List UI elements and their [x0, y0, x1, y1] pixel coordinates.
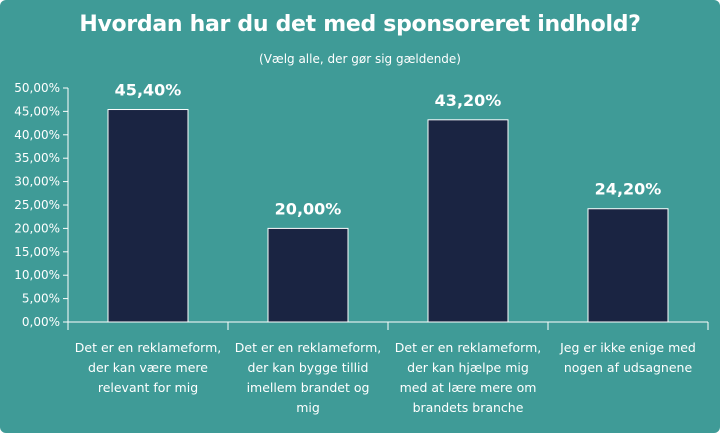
- bar: [427, 119, 509, 323]
- data-label: 43,20%: [435, 91, 502, 110]
- bar: [107, 109, 189, 323]
- x-category-label: Jeg er ikke enige med nogen af udsagnene: [560, 340, 696, 375]
- chart-subtitle: (Vælg alle, der gør sig gældende): [259, 52, 461, 66]
- bar: [587, 208, 669, 323]
- data-label: 20,00%: [275, 199, 342, 218]
- y-tick-label: 0,00%: [22, 315, 60, 329]
- x-category-label: Det er en reklameform, der kan være mere…: [74, 340, 222, 395]
- x-category-label: Det er en reklameform, der kan bygge til…: [234, 340, 382, 415]
- y-tick-label: 35,00%: [14, 151, 60, 165]
- y-tick-label: 15,00%: [14, 245, 60, 259]
- bar: [267, 227, 349, 323]
- y-tick-label: 20,00%: [14, 221, 60, 235]
- y-tick-label: 40,00%: [14, 128, 60, 142]
- y-tick-label: 5,00%: [22, 292, 60, 306]
- chart-title: Hvordan har du det med sponsoreret indho…: [79, 12, 641, 37]
- y-tick-label: 45,00%: [14, 104, 60, 118]
- data-label: 45,40%: [115, 81, 182, 100]
- data-label: 24,20%: [595, 180, 662, 199]
- y-tick-label: 25,00%: [14, 198, 60, 212]
- y-tick-label: 30,00%: [14, 175, 60, 189]
- y-tick-label: 10,00%: [14, 268, 60, 282]
- x-category-label: Det er en reklameform, der kan hjælpe mi…: [394, 340, 542, 415]
- y-tick-label: 50,00%: [14, 81, 60, 95]
